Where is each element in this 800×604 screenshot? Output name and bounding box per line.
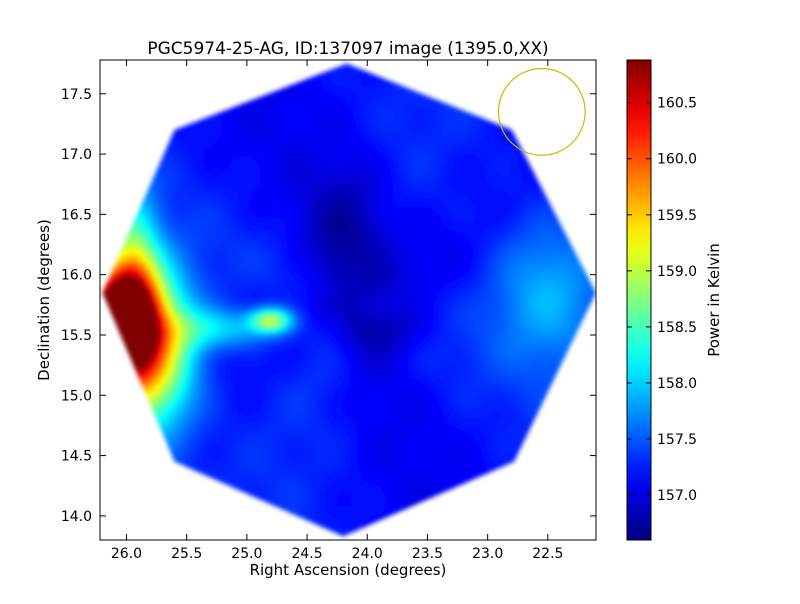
y-tick-label: 16.0 bbox=[61, 268, 92, 284]
y-tick-label: 17.0 bbox=[61, 147, 92, 163]
colorbar-tick-label: 160.0 bbox=[657, 152, 697, 168]
colorbar-label: Power in Kelvin bbox=[705, 243, 723, 357]
y-tick-label: 15.0 bbox=[61, 388, 92, 404]
y-tick-label: 15.5 bbox=[61, 328, 92, 344]
x-tick-label: 25.0 bbox=[231, 546, 262, 562]
x-tick-label: 25.5 bbox=[171, 546, 202, 562]
x-tick-label: 24.0 bbox=[352, 546, 383, 562]
colorbar-tick-label: 160.5 bbox=[657, 96, 697, 112]
x-tick-label: 26.0 bbox=[111, 546, 142, 562]
x-axis-label: Right Ascension (degrees) bbox=[250, 561, 447, 579]
colorbar-tick-label: 157.5 bbox=[657, 432, 697, 448]
plot-frame bbox=[99, 59, 597, 541]
y-tick-label: 14.0 bbox=[61, 509, 92, 525]
colorbar: 157.0 157.5 158.0 158.5 159.0 159.5 160.0 160.5… bbox=[626, 59, 723, 541]
beam-circle bbox=[497, 67, 586, 156]
x-tick-label: 22.5 bbox=[532, 546, 563, 562]
x-tick-label: 23.5 bbox=[412, 546, 443, 562]
y-axis-label: Declination (degrees) bbox=[35, 219, 53, 381]
x-axis-ticks: 26.0 25.5 25.0 24.5 24.0 23.5 23.0 22.5 bbox=[111, 60, 563, 562]
y-tick-label: 14.5 bbox=[61, 449, 92, 465]
colorbar-ticks: 157.0 157.5 158.0 158.5 159.0 159.5 160.0 160.5 bbox=[627, 96, 697, 504]
colorbar-tick-label: 159.0 bbox=[657, 264, 697, 280]
colorbar-gradient bbox=[627, 60, 651, 540]
colorbar-tick-label: 158.0 bbox=[657, 376, 697, 392]
y-tick-label: 17.5 bbox=[61, 87, 92, 103]
x-tick-label: 23.0 bbox=[472, 546, 503, 562]
y-tick-label: 16.5 bbox=[61, 207, 92, 223]
chart-title: PGC5974-25-AG, ID:137097 image (1395.0,X… bbox=[147, 39, 548, 59]
colorbar-tick-label: 158.5 bbox=[657, 320, 697, 336]
colorbar-tick-label: 159.5 bbox=[657, 208, 697, 224]
y-axis-ticks: 14.0 14.5 15.0 15.5 16.0 16.5 17.0 17.5 bbox=[61, 87, 596, 525]
colorbar-frame bbox=[626, 59, 652, 541]
heatmap-image bbox=[102, 63, 596, 537]
colorbar-tick-label: 157.0 bbox=[657, 488, 697, 504]
x-tick-label: 24.5 bbox=[291, 546, 322, 562]
heatmap-area bbox=[102, 63, 596, 537]
